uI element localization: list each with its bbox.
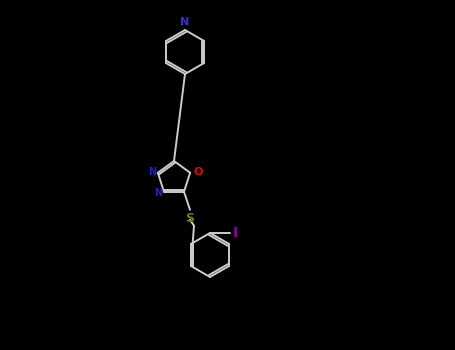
Text: I: I (233, 226, 238, 240)
Text: N: N (154, 188, 162, 198)
Text: N: N (180, 17, 190, 27)
Text: S: S (186, 212, 194, 225)
Text: N: N (148, 167, 156, 177)
Text: O: O (193, 167, 202, 177)
